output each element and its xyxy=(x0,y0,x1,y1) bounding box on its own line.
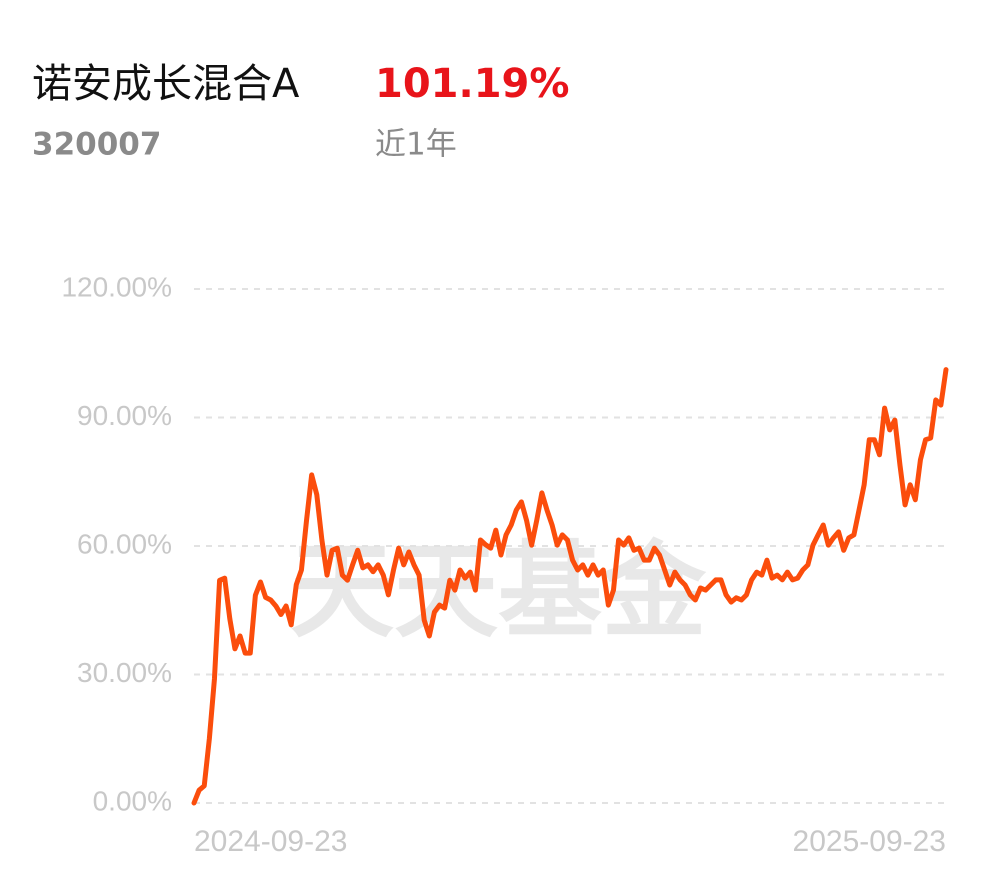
return-line xyxy=(191,367,949,806)
fund-return: 101.19% xyxy=(375,61,569,107)
y-tick-label: 90.00% xyxy=(77,400,172,431)
y-tick-label: 30.00% xyxy=(77,657,172,688)
y-tick-label: 120.00% xyxy=(61,271,172,302)
fund-code: 320007 xyxy=(32,127,161,163)
x-tick-label: 2024-09-23 xyxy=(194,825,347,858)
y-tick-label: 0.00% xyxy=(93,785,172,816)
y-tick-label: 60.00% xyxy=(77,528,172,559)
fund-name: 诺安成长混合A xyxy=(32,61,300,107)
x-tick-label: 2025-09-23 xyxy=(793,825,946,858)
period-label: 近1年 xyxy=(375,127,457,163)
